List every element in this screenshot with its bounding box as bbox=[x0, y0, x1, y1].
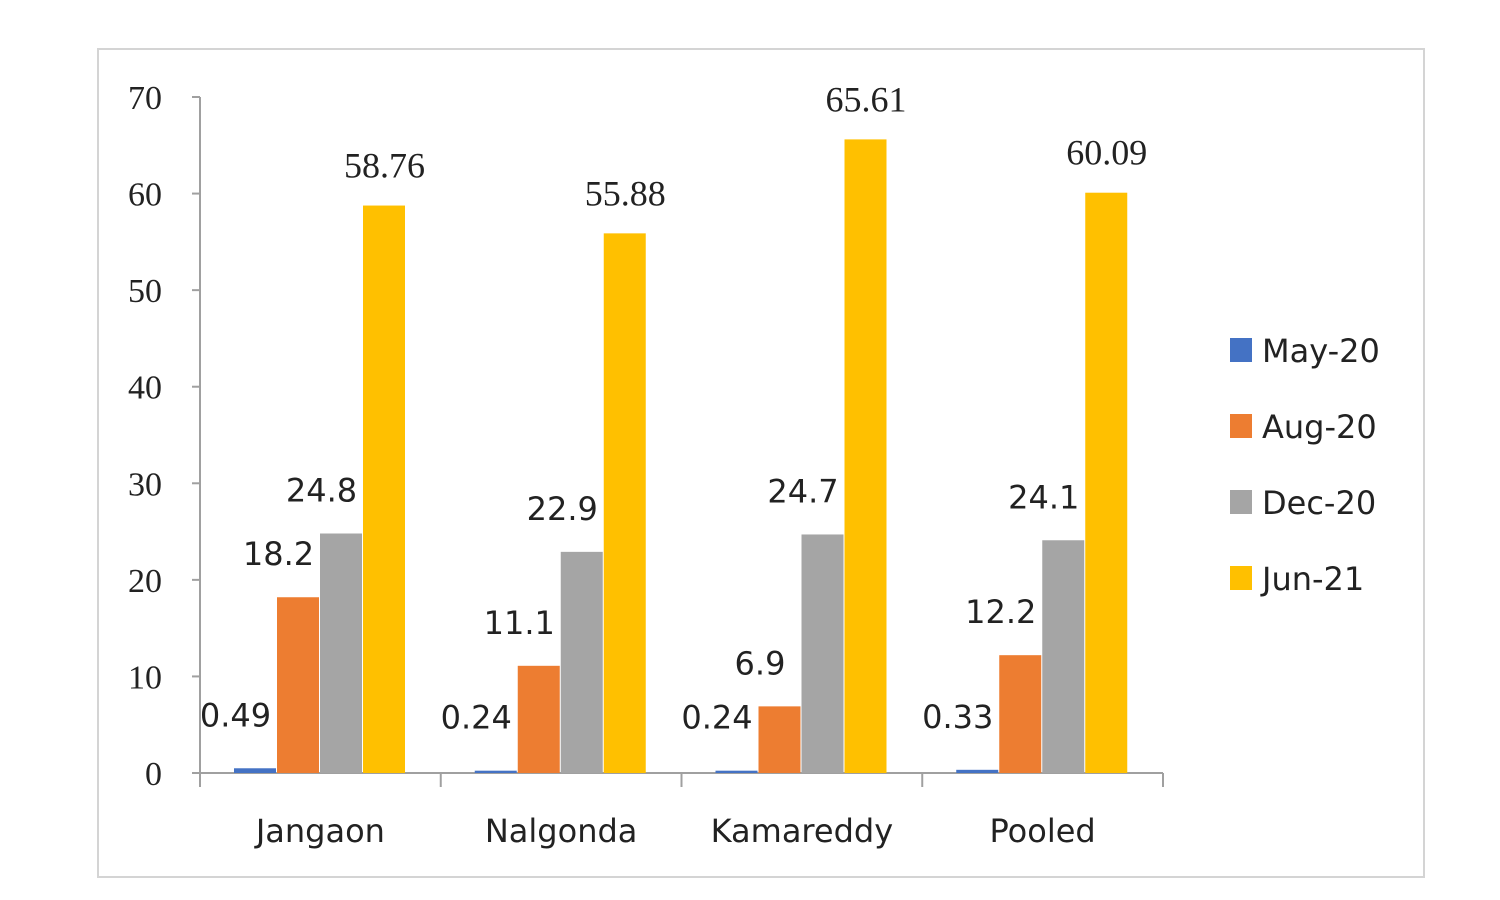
data-label: 0.49 bbox=[200, 696, 271, 734]
legend-swatch bbox=[1230, 414, 1252, 438]
bar-dec-20 bbox=[560, 551, 603, 773]
category-label: Kamareddy bbox=[711, 812, 894, 850]
data-label: 58.76 bbox=[344, 146, 425, 186]
bar-may-20 bbox=[474, 770, 517, 773]
data-label: 0.24 bbox=[441, 699, 512, 737]
data-label: 24.1 bbox=[1008, 478, 1079, 516]
chart-frame bbox=[97, 48, 1425, 878]
data-label: 22.9 bbox=[527, 490, 598, 528]
legend-label: May-20 bbox=[1262, 332, 1380, 370]
bar-jun-21 bbox=[844, 139, 887, 774]
data-label: 6.9 bbox=[735, 644, 786, 682]
y-tick-label: 70 bbox=[128, 80, 162, 117]
legend-label: Aug-20 bbox=[1262, 408, 1377, 446]
bar-jun-21 bbox=[363, 205, 405, 774]
y-tick-label: 40 bbox=[128, 370, 162, 407]
bar-dec-20 bbox=[320, 533, 362, 773]
y-tick-label: 60 bbox=[128, 177, 162, 214]
data-label: 24.8 bbox=[286, 472, 357, 510]
category-label: Nalgonda bbox=[485, 812, 638, 850]
bar-dec-20 bbox=[1042, 540, 1085, 773]
data-label: 0.24 bbox=[681, 699, 752, 737]
bar-aug-20 bbox=[277, 597, 319, 773]
legend-swatch bbox=[1230, 566, 1252, 590]
y-tick-label: 30 bbox=[128, 466, 162, 503]
bar-aug-20 bbox=[758, 706, 801, 773]
category-label: Pooled bbox=[990, 812, 1096, 850]
bar-aug-20 bbox=[517, 665, 560, 773]
y-tick-label: 10 bbox=[128, 659, 162, 696]
data-label: 12.2 bbox=[965, 593, 1036, 631]
bar-may-20 bbox=[956, 769, 999, 773]
data-label: 65.61 bbox=[826, 79, 907, 119]
y-tick-label: 50 bbox=[128, 273, 162, 310]
legend-label: Dec-20 bbox=[1262, 484, 1376, 522]
y-tick-label: 20 bbox=[128, 563, 162, 600]
bar-dec-20 bbox=[801, 534, 844, 773]
data-label: 24.7 bbox=[767, 472, 838, 510]
bar-may-20 bbox=[234, 768, 276, 773]
data-label: 0.33 bbox=[922, 698, 993, 736]
data-label: 11.1 bbox=[484, 604, 555, 642]
bar-jun-21 bbox=[603, 233, 646, 773]
data-label: 60.09 bbox=[1066, 133, 1147, 173]
bar-jun-21 bbox=[1085, 192, 1128, 774]
data-label: 55.88 bbox=[585, 173, 666, 213]
legend-swatch bbox=[1230, 338, 1252, 362]
data-label: 18.2 bbox=[243, 535, 314, 573]
legend-label: Jun-21 bbox=[1260, 560, 1364, 598]
bar-may-20 bbox=[715, 770, 758, 773]
y-tick-label: 0 bbox=[145, 756, 162, 793]
bar-aug-20 bbox=[999, 655, 1042, 773]
category-label: Jangaon bbox=[254, 812, 385, 850]
legend-swatch bbox=[1230, 490, 1252, 514]
